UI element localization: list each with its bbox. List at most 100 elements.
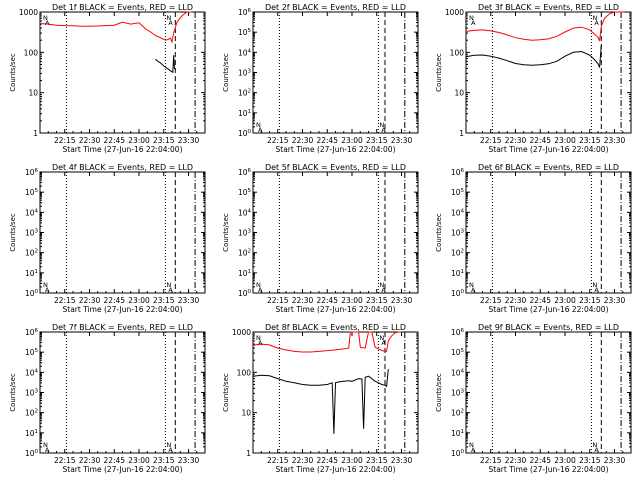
y-tick-label: 100 xyxy=(451,449,465,458)
series-lld-red xyxy=(252,331,402,353)
panel-det-5f: Det 5f BLACK = Events, RED = LLD 100 101 10… xyxy=(222,163,419,314)
panel-det-2f: Det 2f BLACK = Events, RED = LLD 100 101 10… xyxy=(222,3,419,154)
x-axis-label: Start Time (27-Jun-16 22:04:00) xyxy=(489,145,609,154)
y-tick-label: 105 xyxy=(25,188,39,197)
x-tick-label: 22:30 xyxy=(79,136,101,145)
x-tick-label: 23:00 xyxy=(128,136,150,145)
na-marker-letter: A xyxy=(381,126,386,134)
x-tick-label: 23:00 xyxy=(128,456,150,465)
x-tick-label: 23:00 xyxy=(554,136,576,145)
y-axis-label: Counts/sec xyxy=(435,53,443,92)
plot-frame xyxy=(465,171,632,294)
na-marker-letter: A xyxy=(45,19,50,27)
y-axis-label: Counts/sec xyxy=(222,373,230,412)
panel-det-8f: Det 8f BLACK = Events, RED = LLD 1 10 100 10… xyxy=(222,323,419,474)
y-tick-label: 106 xyxy=(238,168,252,177)
na-marker-letter: N xyxy=(43,14,48,22)
x-tick-label: 22:45 xyxy=(316,296,338,305)
x-tick-label: 23:30 xyxy=(604,136,626,145)
y-tick-label: 100 xyxy=(450,48,465,57)
y-tick-label: 103 xyxy=(451,389,465,398)
panel-title: Det 7f BLACK = Events, RED = LLD xyxy=(52,323,193,332)
y-axis-label: Counts/sec xyxy=(9,53,17,92)
y-tick-label: 102 xyxy=(238,249,251,258)
plot-frame xyxy=(465,11,632,134)
plot-frame xyxy=(252,171,419,294)
y-tick-label: 1 xyxy=(459,129,464,138)
na-marker: NA xyxy=(592,441,599,454)
y-tick-label: 101 xyxy=(238,269,251,278)
x-tick-label: 23:00 xyxy=(554,456,576,465)
y-tick-label: 1 xyxy=(246,449,251,458)
x-tick-label: 23:30 xyxy=(178,136,200,145)
x-axis-label: Start Time (27-Jun-16 22:04:00) xyxy=(489,305,609,314)
panel-det-6f: Det 6f BLACK = Events, RED = LLD 100 101 10… xyxy=(435,163,632,314)
y-tick-label: 102 xyxy=(25,409,38,418)
panel-title: Det 2f BLACK = Events, RED = LLD xyxy=(265,3,406,12)
na-marker-letter: A xyxy=(45,446,50,454)
x-tick-label: 22:45 xyxy=(103,296,125,305)
panel-title: Det 3f BLACK = Events, RED = LLD xyxy=(478,3,619,12)
na-marker-letter: A xyxy=(168,446,173,454)
y-tick-label: 10 xyxy=(28,89,38,98)
x-tick-label: 23:00 xyxy=(341,296,363,305)
x-axis-label: Start Time (27-Jun-16 22:04:00) xyxy=(489,465,609,474)
y-tick-label: 104 xyxy=(25,368,39,377)
x-tick-label: 23:30 xyxy=(604,296,626,305)
series-lld-red xyxy=(39,11,192,44)
x-axis-label: Start Time (27-Jun-16 22:04:00) xyxy=(63,145,183,154)
na-marker-letter: N xyxy=(379,281,384,289)
na-marker-letter: N xyxy=(379,334,384,342)
y-tick-label: 103 xyxy=(25,229,39,238)
y-tick-label: 103 xyxy=(451,229,465,238)
x-tick-label: 23:15 xyxy=(579,456,601,465)
na-marker-letter: N xyxy=(469,441,474,449)
y-tick-label: 10 xyxy=(241,409,251,418)
x-tick-label: 22:30 xyxy=(79,456,101,465)
na-marker-letter: A xyxy=(258,339,263,347)
y-tick-label: 104 xyxy=(451,208,465,217)
na-marker-letter: N xyxy=(592,441,597,449)
panel-det-1f: Det 1f BLACK = Events, RED = LLD 1 10 100 10… xyxy=(9,3,206,154)
x-tick-label: 23:30 xyxy=(604,456,626,465)
plot-frame xyxy=(252,11,419,134)
na-marker-letter: N xyxy=(379,121,384,129)
na-marker: NA xyxy=(166,441,173,454)
y-tick-label: 100 xyxy=(237,368,252,377)
x-axis-label: Start Time (27-Jun-16 22:04:00) xyxy=(63,465,183,474)
x-axis-label: Start Time (27-Jun-16 22:04:00) xyxy=(63,305,183,314)
na-marker-letter: A xyxy=(594,446,599,454)
series-events-black xyxy=(252,369,389,434)
y-tick-label: 105 xyxy=(238,188,252,197)
na-marker: NA xyxy=(592,14,599,27)
x-tick-label: 23:15 xyxy=(153,296,175,305)
y-tick-label: 101 xyxy=(25,269,38,278)
na-marker: NA xyxy=(469,441,476,454)
na-marker-letter: A xyxy=(471,19,476,27)
x-tick-label: 22:30 xyxy=(505,136,527,145)
na-marker-letter: A xyxy=(258,126,263,134)
x-tick-label: 22:15 xyxy=(267,136,289,145)
y-axis-label: Counts/sec xyxy=(9,373,17,412)
y-tick-label: 100 xyxy=(238,289,252,298)
y-tick-label: 103 xyxy=(238,229,252,238)
na-marker: NA xyxy=(379,121,386,134)
y-tick-label: 102 xyxy=(451,249,464,258)
na-marker: NA xyxy=(256,334,263,347)
x-tick-label: 22:30 xyxy=(505,296,527,305)
y-tick-label: 106 xyxy=(25,328,39,337)
y-tick-label: 103 xyxy=(25,389,39,398)
y-tick-label: 101 xyxy=(25,429,38,438)
y-tick-label: 103 xyxy=(238,69,252,78)
panel-title: Det 8f BLACK = Events, RED = LLD xyxy=(265,323,406,332)
na-marker: NA xyxy=(166,281,173,294)
x-tick-label: 22:45 xyxy=(529,296,551,305)
y-tick-label: 101 xyxy=(451,429,464,438)
y-tick-label: 100 xyxy=(238,129,252,138)
na-marker: NA xyxy=(592,281,599,294)
x-axis-label: Start Time (27-Jun-16 22:04:00) xyxy=(276,145,396,154)
y-tick-label: 100 xyxy=(25,449,39,458)
y-tick-label: 1000 xyxy=(19,8,38,17)
panel-det-4f: Det 4f BLACK = Events, RED = LLD 100 101 10… xyxy=(9,163,206,314)
